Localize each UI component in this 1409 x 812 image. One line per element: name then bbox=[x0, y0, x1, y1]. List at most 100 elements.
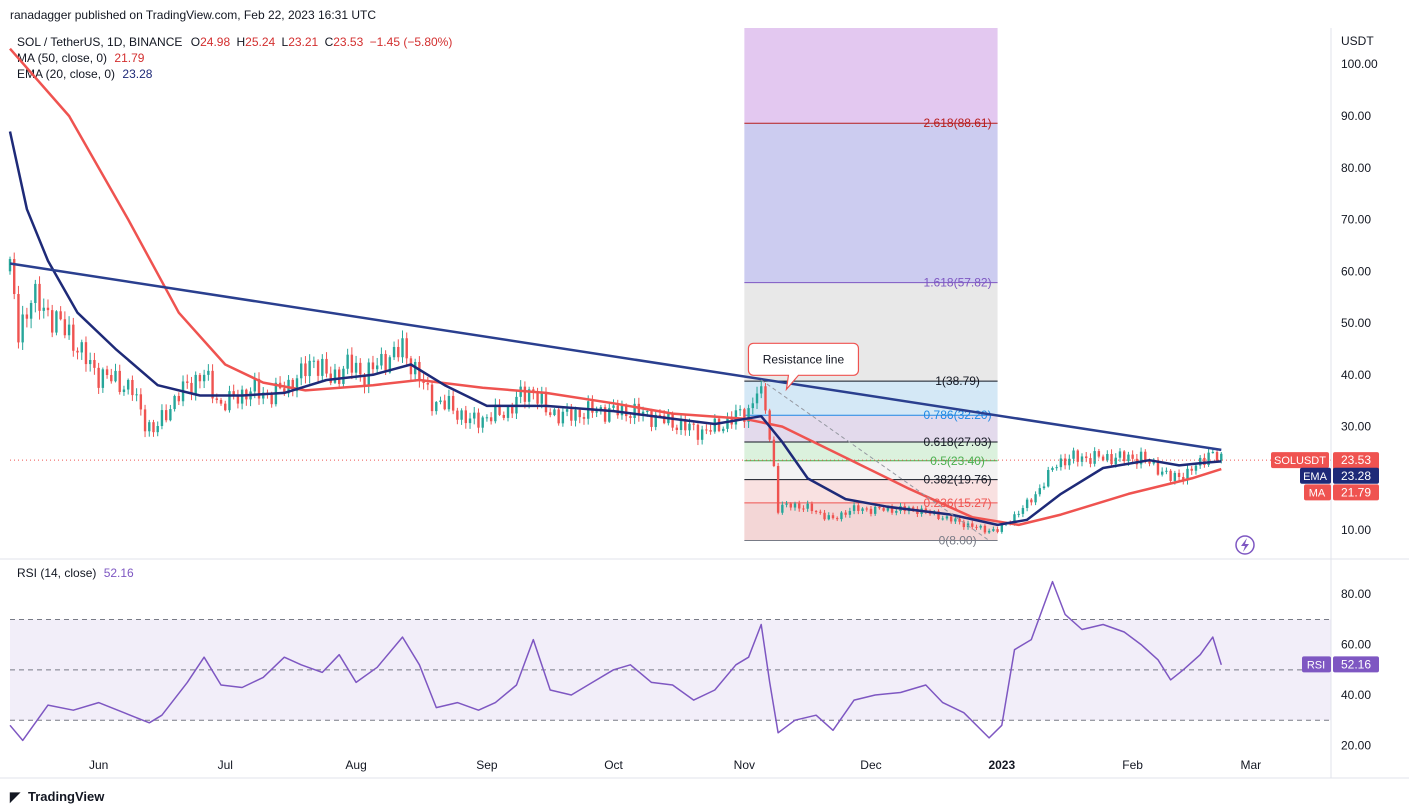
candle-body bbox=[1114, 457, 1117, 465]
time-tick-label: Mar bbox=[1240, 758, 1261, 772]
time-tick-label: Dec bbox=[860, 758, 881, 772]
candle-body bbox=[1063, 458, 1067, 466]
price-tick-label: 100.00 bbox=[1341, 57, 1378, 71]
candle-body bbox=[464, 410, 468, 424]
candle-body bbox=[498, 404, 501, 415]
candle-body bbox=[544, 393, 548, 413]
ema-price-bg bbox=[1333, 467, 1379, 484]
candle-body bbox=[397, 346, 400, 358]
ema-legend-value: 23.28 bbox=[122, 67, 153, 81]
rsi-legend-value: 52.16 bbox=[103, 566, 134, 580]
candle-body bbox=[76, 350, 79, 353]
candle-body bbox=[878, 506, 881, 509]
candle-body bbox=[21, 314, 24, 343]
candle-body bbox=[646, 410, 649, 412]
candle-body bbox=[675, 427, 679, 430]
candle-body bbox=[722, 428, 725, 432]
high-label: H bbox=[236, 35, 246, 49]
candle-body bbox=[549, 412, 552, 416]
ma-tag-text: MA bbox=[1309, 487, 1326, 499]
axes: 100.00 90.00 80.00 70.00 60.00 50.00 40.00 30.0… bbox=[0, 28, 1409, 779]
rsi-legend[interactable]: RSI (14, close) 52.16 bbox=[17, 566, 134, 581]
rsi-tick-label: 60.00 bbox=[1341, 638, 1371, 652]
currency-label: USDT bbox=[1341, 34, 1374, 48]
candle-body bbox=[295, 378, 299, 392]
candle-body bbox=[489, 417, 493, 422]
alert-lightning-glyph bbox=[1241, 538, 1249, 552]
candle-body bbox=[624, 404, 628, 417]
candle-body bbox=[392, 346, 396, 358]
candle-body bbox=[1051, 467, 1054, 471]
candle-body bbox=[131, 379, 134, 396]
candle-body bbox=[173, 395, 176, 410]
candle-body bbox=[709, 430, 712, 432]
candle-body bbox=[342, 368, 345, 384]
candle-body bbox=[481, 417, 484, 428]
ema-legend-label: EMA (20, close, 0) bbox=[17, 67, 116, 81]
tradingview-logo[interactable]: ◤ TradingView bbox=[10, 789, 104, 805]
candle-body bbox=[1118, 451, 1122, 458]
close-label: C bbox=[324, 35, 334, 49]
candle-body bbox=[156, 426, 159, 433]
ma-price-bg bbox=[1333, 484, 1379, 501]
candle-body bbox=[97, 367, 100, 388]
candle-body bbox=[992, 529, 995, 531]
candle-body bbox=[882, 508, 885, 511]
candle-body bbox=[139, 394, 143, 410]
candle-body bbox=[671, 413, 674, 428]
candle-body bbox=[426, 382, 430, 385]
candle-body bbox=[743, 409, 746, 422]
candle-body bbox=[814, 511, 818, 513]
price-tick-label: 40.00 bbox=[1341, 368, 1371, 382]
candle-body bbox=[443, 400, 446, 410]
candle-body bbox=[1173, 472, 1177, 481]
fib-zone bbox=[744, 479, 998, 503]
candle-body bbox=[1198, 457, 1202, 466]
candle-body bbox=[1000, 523, 1004, 532]
candle-body bbox=[620, 404, 624, 416]
candle-body bbox=[1177, 472, 1181, 477]
candle-body bbox=[333, 369, 337, 383]
top-bar: ranadagger published on TradingView.com,… bbox=[0, 0, 1409, 30]
candle-body bbox=[207, 370, 210, 375]
candle-body bbox=[1215, 452, 1219, 461]
candle-body bbox=[72, 324, 75, 351]
symbol-tag-bg bbox=[1271, 452, 1329, 469]
candle-body bbox=[418, 361, 421, 381]
rsi-pane bbox=[9, 580, 1331, 742]
rsi-tag-bg bbox=[1302, 656, 1331, 673]
ma-legend[interactable]: MA (50, close, 0) 21.79 bbox=[17, 51, 144, 66]
price-tick-label: 50.00 bbox=[1341, 316, 1371, 330]
candle-body bbox=[751, 403, 754, 409]
candle-body bbox=[126, 379, 130, 390]
resistance-trendline bbox=[9, 262, 1222, 452]
candle-body bbox=[806, 503, 809, 509]
candle-body bbox=[608, 407, 611, 422]
candle-body bbox=[105, 369, 109, 376]
candle-body bbox=[1034, 494, 1037, 503]
candle-body bbox=[1127, 454, 1130, 462]
candle-body bbox=[321, 358, 324, 376]
candle-body bbox=[553, 409, 556, 416]
candle-body bbox=[1139, 451, 1143, 465]
fib-level-label: 2.618(88.61) bbox=[924, 116, 992, 130]
ema-legend[interactable]: EMA (20, close, 0) 23.28 bbox=[17, 67, 152, 82]
candle-body bbox=[511, 406, 514, 414]
candle-body bbox=[705, 429, 708, 431]
bottom-bar bbox=[0, 783, 1409, 812]
candle-body bbox=[1207, 452, 1210, 465]
candle-body bbox=[823, 512, 826, 520]
symbol-name[interactable]: SOL / TetherUS, 1D, BINANCE bbox=[17, 35, 183, 49]
candle-body bbox=[186, 381, 189, 383]
candle-body bbox=[329, 373, 332, 383]
candle-body bbox=[612, 405, 615, 408]
candle-body bbox=[827, 515, 830, 520]
ema-price-text: 23.28 bbox=[1341, 469, 1371, 483]
candle-body bbox=[494, 404, 497, 422]
candle-body bbox=[211, 370, 214, 399]
candle-body bbox=[202, 374, 206, 382]
indicator-lines: Resistance line bbox=[8, 47, 1331, 555]
candle-body bbox=[435, 402, 438, 412]
candle-body bbox=[401, 338, 404, 358]
